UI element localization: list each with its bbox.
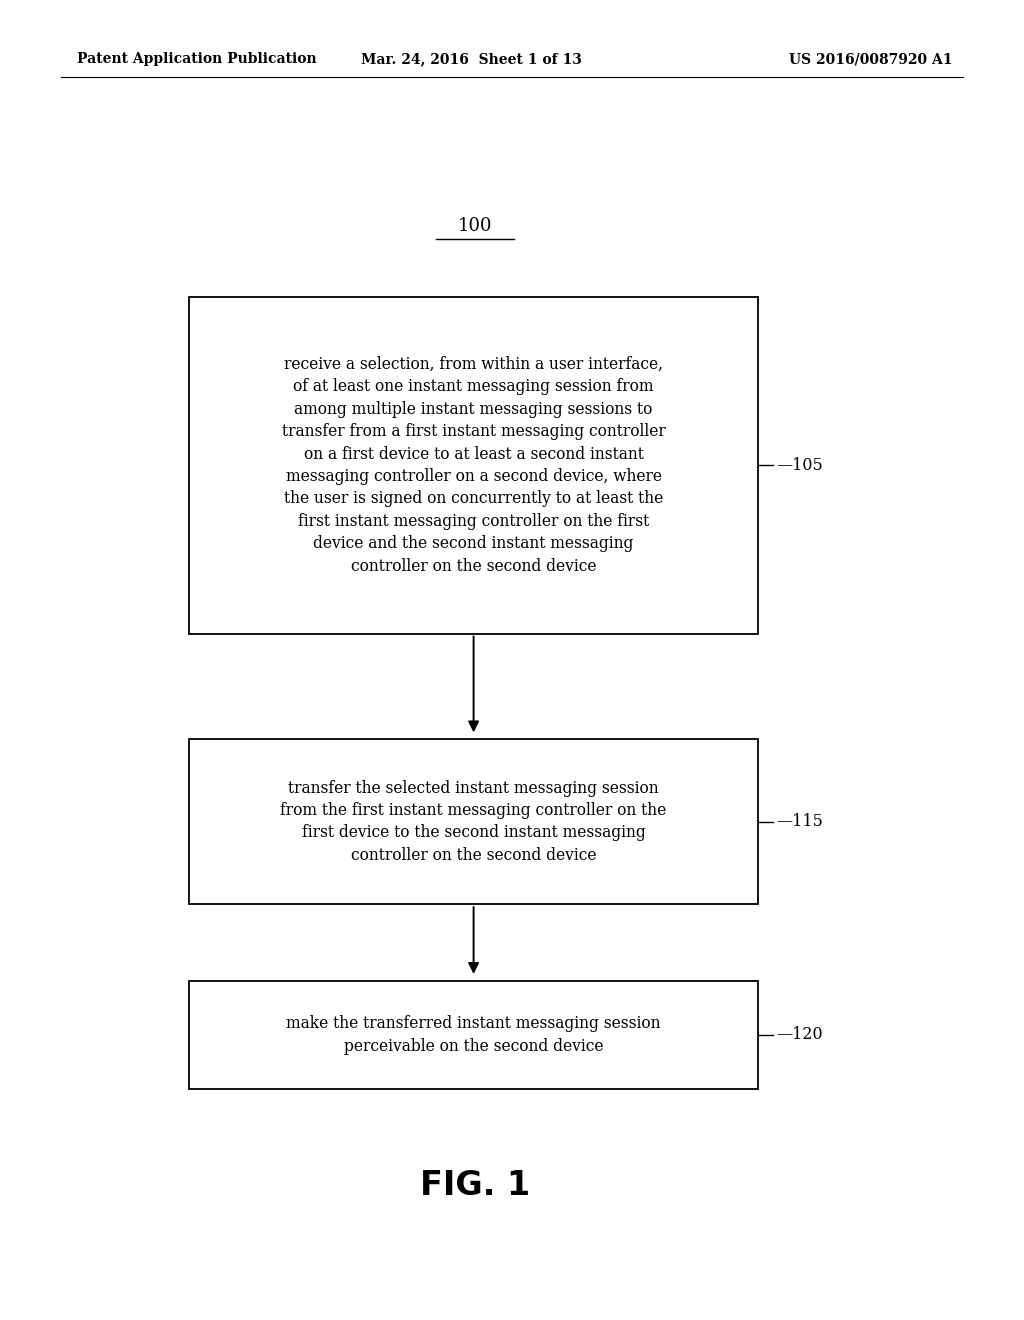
- Text: Mar. 24, 2016  Sheet 1 of 13: Mar. 24, 2016 Sheet 1 of 13: [360, 53, 582, 66]
- Text: transfer the selected instant messaging session
from the first instant messaging: transfer the selected instant messaging …: [281, 780, 667, 863]
- Text: —105: —105: [776, 457, 823, 474]
- Text: —120: —120: [776, 1027, 823, 1043]
- Text: —115: —115: [776, 813, 823, 830]
- Bar: [189, 297, 758, 634]
- Bar: [189, 739, 758, 904]
- Text: 100: 100: [458, 216, 493, 235]
- Text: Patent Application Publication: Patent Application Publication: [77, 53, 316, 66]
- Text: US 2016/0087920 A1: US 2016/0087920 A1: [788, 53, 952, 66]
- Text: FIG. 1: FIG. 1: [420, 1170, 530, 1201]
- Text: receive a selection, from within a user interface,
of at least one instant messa: receive a selection, from within a user …: [282, 355, 666, 576]
- Text: make the transferred instant messaging session
perceivable on the second device: make the transferred instant messaging s…: [287, 1015, 660, 1055]
- Bar: [189, 981, 758, 1089]
